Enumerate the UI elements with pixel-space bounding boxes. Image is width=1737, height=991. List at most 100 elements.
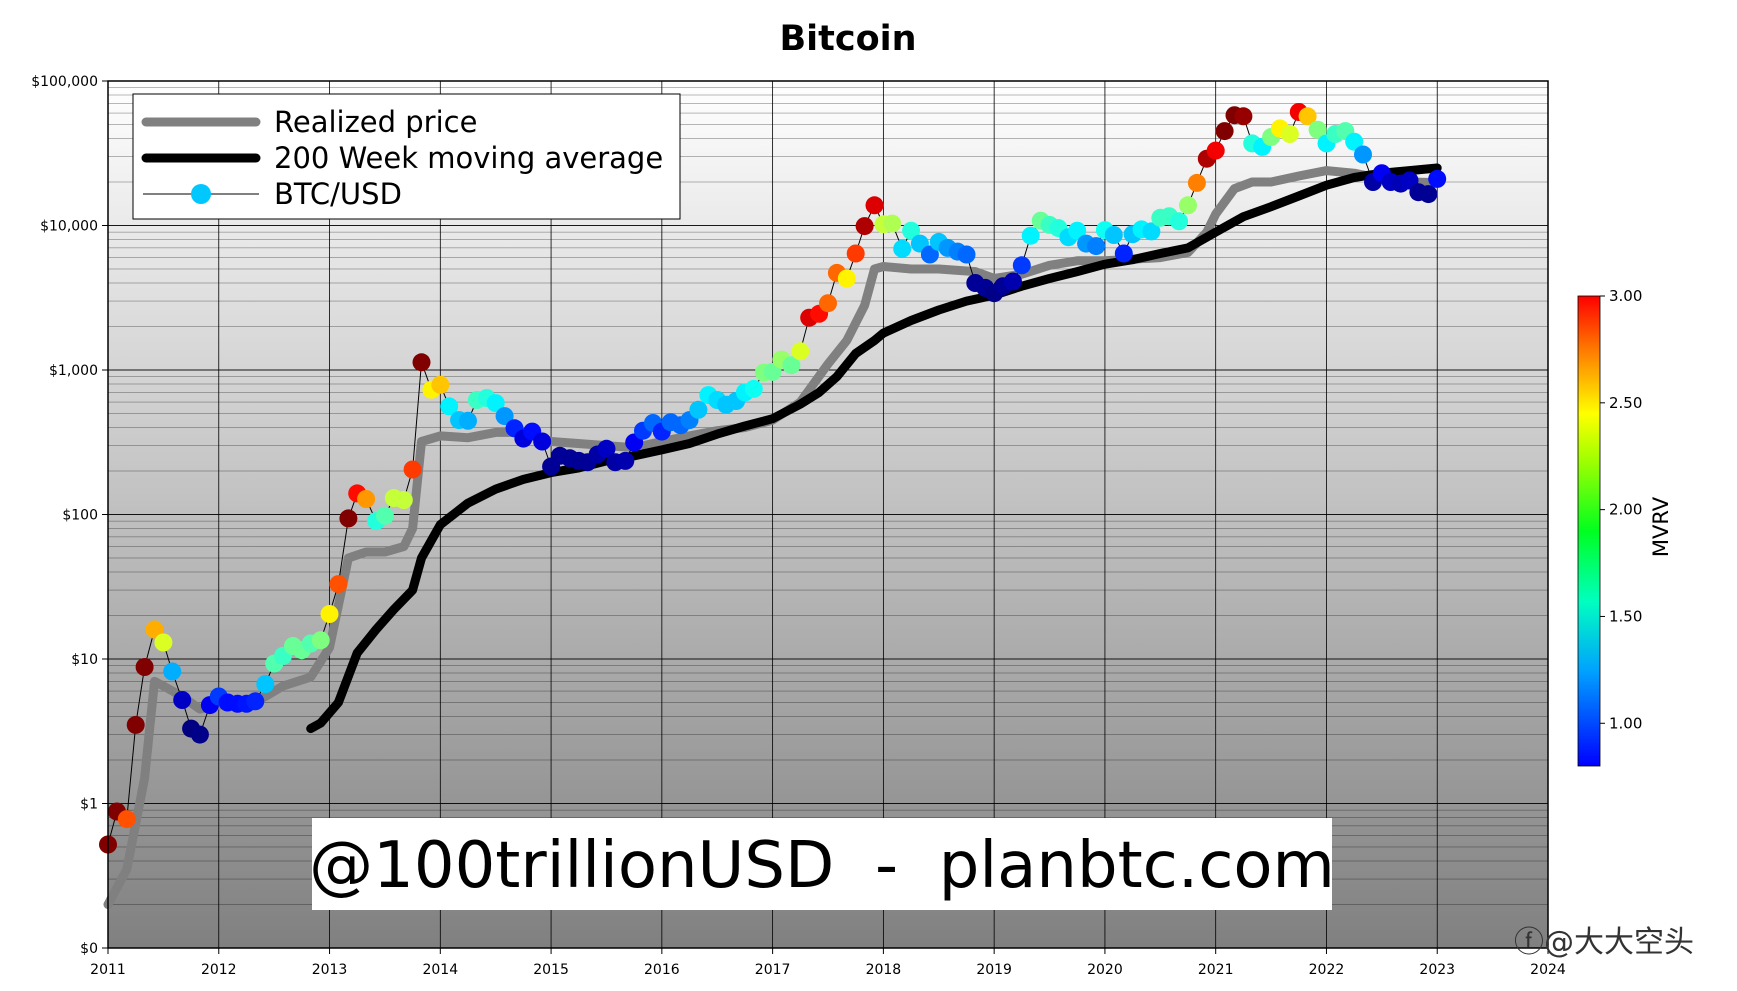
btc-usd-point xyxy=(782,356,801,375)
btc-usd-point xyxy=(459,411,477,430)
colorbar-tick-label: 1.00 xyxy=(1609,714,1642,732)
y-tick-label: $100,000 xyxy=(31,74,98,90)
colorbar-tick-label: 1.50 xyxy=(1609,607,1642,625)
btc-usd-point xyxy=(126,715,145,734)
btc-usd-point xyxy=(329,575,348,594)
btc-usd-point xyxy=(1170,212,1189,231)
btc-usd-point xyxy=(865,196,884,215)
x-tick-label: 2024 xyxy=(1530,962,1566,978)
btc-usd-point xyxy=(394,491,413,509)
colorbar-frame xyxy=(1577,295,1601,767)
series-line xyxy=(306,163,1442,734)
colorbar-tick-label: 2.50 xyxy=(1609,394,1642,412)
btc-usd-point xyxy=(744,379,763,398)
y-axis: $0 $1 $10 $100 $1,000 $10,000 $100,000 xyxy=(31,74,108,957)
btc-usd-point xyxy=(837,269,856,288)
y-tick-label: $10 xyxy=(71,652,98,668)
btc-usd-point xyxy=(117,810,136,829)
btc-usd-point xyxy=(1428,169,1447,188)
x-tick-label: 2021 xyxy=(1198,962,1234,978)
btc-usd-point xyxy=(616,451,635,470)
colorbar-tick-label: 3.00 xyxy=(1609,287,1642,305)
btc-usd-point xyxy=(893,239,912,258)
legend-label: BTC/USD xyxy=(274,177,402,211)
btc-usd-point xyxy=(431,375,450,394)
btc-usd-point xyxy=(883,214,902,233)
btc-usd-point xyxy=(403,460,422,479)
x-tick-label: 2017 xyxy=(755,962,791,978)
btc-usd-point xyxy=(246,692,265,711)
series-layer xyxy=(99,103,1447,909)
x-tick-label: 2013 xyxy=(312,962,348,978)
x-tick-label: 2022 xyxy=(1309,962,1345,978)
btc-usd-point xyxy=(902,221,921,240)
x-tick-label: 2019 xyxy=(976,962,1012,978)
btc-usd-point xyxy=(1021,226,1040,245)
btc-usd-point xyxy=(154,633,173,652)
btc-usd-point xyxy=(190,725,209,744)
btc-usd-point xyxy=(1104,226,1123,244)
x-axis: 2011 2012 2013 2014 2015 2016 2017 2018 2019 2020… xyxy=(90,948,1566,978)
colorbar-gradient xyxy=(1578,296,1600,766)
legend-marker xyxy=(191,184,211,204)
watermark-text: @100trillionUSD - planbtc.com xyxy=(309,829,1335,903)
btc-usd-point xyxy=(440,397,459,416)
colorbar: 1.00 1.50 2.00 2.50 3.00 MVRV xyxy=(1577,287,1673,767)
btc-usd-point xyxy=(1419,185,1438,204)
y-tick-label: $1 xyxy=(80,797,98,813)
btc-usd-point xyxy=(1354,145,1372,164)
btc-usd-point xyxy=(1206,141,1225,160)
colorbar-tick-label: 2.00 xyxy=(1609,501,1642,519)
x-tick-label: 2020 xyxy=(1087,962,1123,978)
btc-usd-point xyxy=(1187,173,1206,192)
btc-usd-point xyxy=(495,407,514,426)
btc-usd-point xyxy=(1087,237,1106,256)
btc-usd-point xyxy=(1234,107,1253,126)
btc-usd-point xyxy=(320,605,339,623)
source-tag: ⓕ@大大空头 xyxy=(1514,925,1694,960)
btc-usd-point xyxy=(1179,196,1197,215)
btc-usd-point xyxy=(1215,122,1234,141)
y-tick-label: $1,000 xyxy=(49,363,98,379)
btc-usd-point xyxy=(145,620,164,639)
btc-usd-point xyxy=(846,244,865,263)
btc-usd-point xyxy=(173,691,192,709)
btc-usd-point xyxy=(920,245,939,264)
btc-usd-point xyxy=(957,245,976,264)
x-tick-label: 2012 xyxy=(201,962,237,978)
btc-usd-point xyxy=(533,432,552,451)
btc-usd-point xyxy=(855,217,874,236)
btc-usd-point xyxy=(135,658,154,676)
btc-usd-point xyxy=(1068,221,1087,240)
btc-usd-point xyxy=(375,506,394,525)
btc-usd-point xyxy=(256,675,275,694)
legend-label: Realized price xyxy=(274,105,477,139)
btc-usd-point xyxy=(1345,132,1364,151)
btc-usd-point xyxy=(357,490,376,508)
btc-usd-point xyxy=(339,509,358,528)
btc-usd-point xyxy=(1308,120,1327,139)
legend-label: 200 Week moving average xyxy=(274,141,663,175)
btc-usd-point xyxy=(1298,107,1317,126)
btc-usd-point xyxy=(791,342,810,361)
y-tick-label: $10,000 xyxy=(40,219,98,235)
btc-usd-point xyxy=(163,662,182,681)
btc-usd-point xyxy=(1004,272,1022,291)
btc-usd-point xyxy=(597,439,616,458)
btc-usd-point xyxy=(689,400,708,419)
y-tick-label: $0 xyxy=(80,941,98,957)
watermark-box xyxy=(312,818,1332,910)
btc-usd-point xyxy=(1012,256,1031,275)
x-tick-label: 2014 xyxy=(422,962,458,978)
x-tick-label: 2023 xyxy=(1419,962,1455,978)
x-tick-label: 2011 xyxy=(90,962,126,978)
btc-usd-point xyxy=(1114,244,1133,263)
btc-usd-point xyxy=(311,631,330,650)
btc-usd-point xyxy=(412,353,431,372)
btc-usd-point xyxy=(1280,125,1299,143)
btc-usd-point xyxy=(819,294,837,313)
x-tick-label: 2015 xyxy=(533,962,569,978)
colorbar-label: MVRV xyxy=(1649,496,1673,557)
